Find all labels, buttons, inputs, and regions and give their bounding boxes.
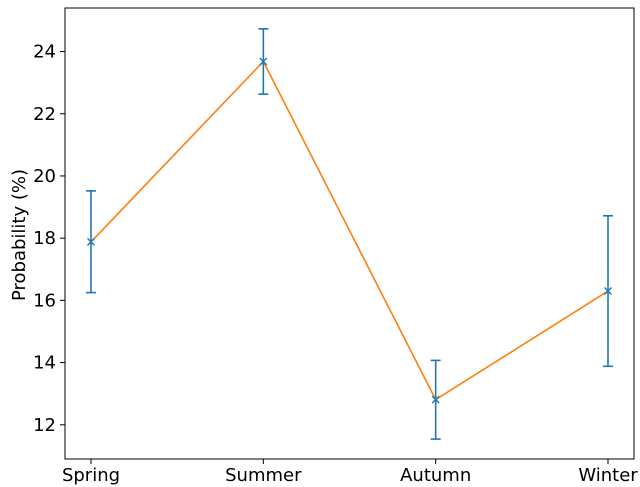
series-layer — [86, 28, 613, 440]
axes-frame — [64, 7, 635, 460]
y-tick-label: 16 — [33, 290, 56, 311]
y-axis: 12 14 16 18 20 22 24 — [33, 42, 65, 436]
y-tick-label: 22 — [33, 104, 56, 125]
marker-stroke — [259, 57, 268, 66]
x-tick-label: Spring — [62, 465, 120, 486]
y-tick-label: 20 — [33, 166, 56, 187]
y-tick-label: 18 — [33, 228, 56, 249]
data-point-marker — [431, 395, 440, 404]
marker-stroke — [431, 395, 440, 404]
y-tick-label: 12 — [33, 415, 56, 436]
x-axis: Spring Summer Autumn Winter — [62, 459, 638, 486]
y-tick-label: 24 — [33, 42, 56, 63]
series-line — [90, 60, 609, 401]
data-point-marker — [87, 237, 95, 246]
x-tick-label: Autumn — [400, 465, 471, 486]
y-axis-label: Probability (%) — [9, 169, 30, 301]
marker-stroke — [604, 287, 612, 296]
data-point-marker — [604, 287, 612, 296]
data-point-marker — [259, 57, 268, 66]
marker-stroke — [87, 237, 95, 246]
plot-area — [64, 7, 635, 460]
x-tick-label: Summer — [225, 465, 302, 486]
x-tick-label: Winter — [578, 465, 638, 486]
y-tick-label: 14 — [33, 353, 56, 374]
